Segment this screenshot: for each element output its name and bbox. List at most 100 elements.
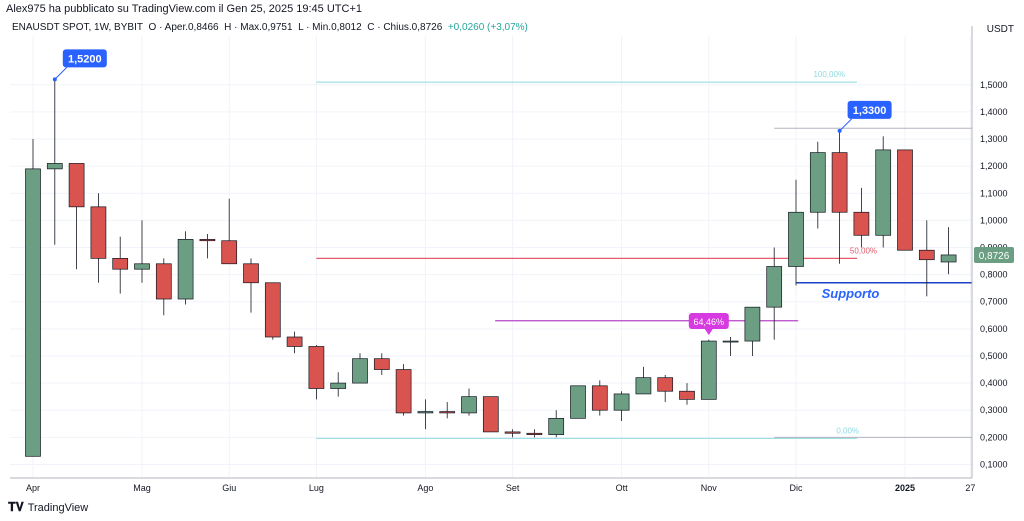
candle-body <box>90 206 107 259</box>
candle-body <box>940 254 957 263</box>
candle <box>439 402 456 419</box>
callout-high-label: 1,5200 <box>68 53 102 65</box>
candle <box>352 353 368 384</box>
candle-body <box>395 369 412 414</box>
callout-pct-label: 64,46% <box>694 317 725 327</box>
callout-dec-pointer <box>839 118 852 132</box>
candle <box>897 149 913 251</box>
y-tick-label: 0,4000 <box>980 378 1008 388</box>
candle-body <box>308 346 325 389</box>
candle-body <box>46 163 63 170</box>
candle-body <box>461 396 477 414</box>
callout-dec-dot <box>837 128 842 133</box>
candle <box>155 258 172 316</box>
candle <box>831 130 848 264</box>
candle-body <box>744 306 761 342</box>
candle <box>243 258 259 313</box>
callout-high-box <box>62 49 107 68</box>
candle <box>744 306 761 356</box>
candle-body <box>352 358 368 384</box>
y-tick-label: 0,8000 <box>980 270 1008 280</box>
candle <box>722 336 739 356</box>
candle <box>918 220 935 297</box>
axis-unit: USDT <box>986 24 1014 35</box>
callout-high-dot <box>52 77 57 82</box>
candle-body <box>875 149 892 236</box>
candle-body <box>809 152 826 213</box>
candle <box>809 141 826 229</box>
candle-body <box>373 358 390 370</box>
candle-body <box>918 249 935 261</box>
x-tick-label: 27 <box>965 483 975 493</box>
candle-body <box>243 263 259 284</box>
candle <box>199 233 216 259</box>
candle-body <box>25 168 41 457</box>
candle-body <box>221 240 238 265</box>
candle-body <box>548 417 565 435</box>
candle <box>853 187 870 248</box>
candle <box>461 388 477 416</box>
y-tick-label: 0,7000 <box>980 297 1008 307</box>
x-tick-label: Nov <box>701 483 718 493</box>
candle <box>700 339 717 400</box>
x-tick-label: Ago <box>417 483 433 493</box>
tradingview-logo-icon: 𝐓𝐕 <box>8 500 24 514</box>
candle <box>526 429 543 438</box>
footer-brand: 𝐓𝐕 TradingView <box>8 500 88 515</box>
candle-body <box>591 385 608 411</box>
candle-body <box>199 239 216 242</box>
legend-symbol: ENAUSDT SPOT, 1W, BYBIT <box>12 22 143 33</box>
candle-body <box>155 263 172 300</box>
callout-dec-label: 1,3300 <box>853 105 887 117</box>
candle <box>591 380 608 416</box>
candle <box>788 179 804 286</box>
candle <box>286 331 303 354</box>
candle-body <box>831 152 848 213</box>
y-tick-label: 1,1000 <box>980 188 1008 198</box>
candle-body <box>177 239 194 300</box>
x-tick-label: 2025 <box>895 483 915 493</box>
candle-body <box>482 396 499 433</box>
callout-high-pointer <box>54 67 68 80</box>
y-tick-label: 0,6000 <box>980 324 1008 334</box>
y-tick-label: 1,4000 <box>980 107 1008 117</box>
y-tick-label: 1,2000 <box>980 161 1008 171</box>
candle <box>25 139 41 457</box>
candle-body <box>635 377 652 395</box>
candle-body <box>286 336 303 347</box>
candle-body <box>853 211 870 236</box>
candle-body <box>657 377 674 392</box>
candle-body <box>504 431 521 434</box>
y-tick-label: 1,3000 <box>980 134 1008 144</box>
candle-body <box>134 263 150 270</box>
candle-body <box>526 432 543 435</box>
y-tick-label: 0,1000 <box>980 459 1008 469</box>
candle <box>504 429 521 438</box>
candle <box>308 345 325 400</box>
y-tick-label: 0,3000 <box>980 405 1008 415</box>
candle-body <box>766 266 783 308</box>
candle-body <box>68 163 85 208</box>
candle <box>112 236 129 294</box>
candle <box>613 391 630 422</box>
x-tick-label: Dic <box>790 483 803 493</box>
candle <box>134 220 150 283</box>
candle-body <box>788 211 804 267</box>
publish-header: Alex975 ha pubblicato su TradingView.com… <box>6 3 362 15</box>
candle <box>90 193 107 283</box>
candle <box>177 231 194 305</box>
legend-close: C · Chius.0,8726 <box>367 22 443 33</box>
fib-0-label: 0,00% <box>836 426 859 435</box>
last-price-label: 0,8726 <box>979 251 1010 262</box>
candle <box>940 227 957 275</box>
candle-body <box>570 385 586 419</box>
candle <box>417 399 434 430</box>
legend-open: O · Aper.0,8466 <box>148 22 219 33</box>
candle-body <box>264 282 281 338</box>
fib-50-label: 50,00% <box>850 246 877 255</box>
last-price-tag <box>974 246 1014 263</box>
candle-body <box>613 393 630 411</box>
candle <box>657 374 674 403</box>
legend-low: L · Min.0,8012 <box>298 22 362 33</box>
